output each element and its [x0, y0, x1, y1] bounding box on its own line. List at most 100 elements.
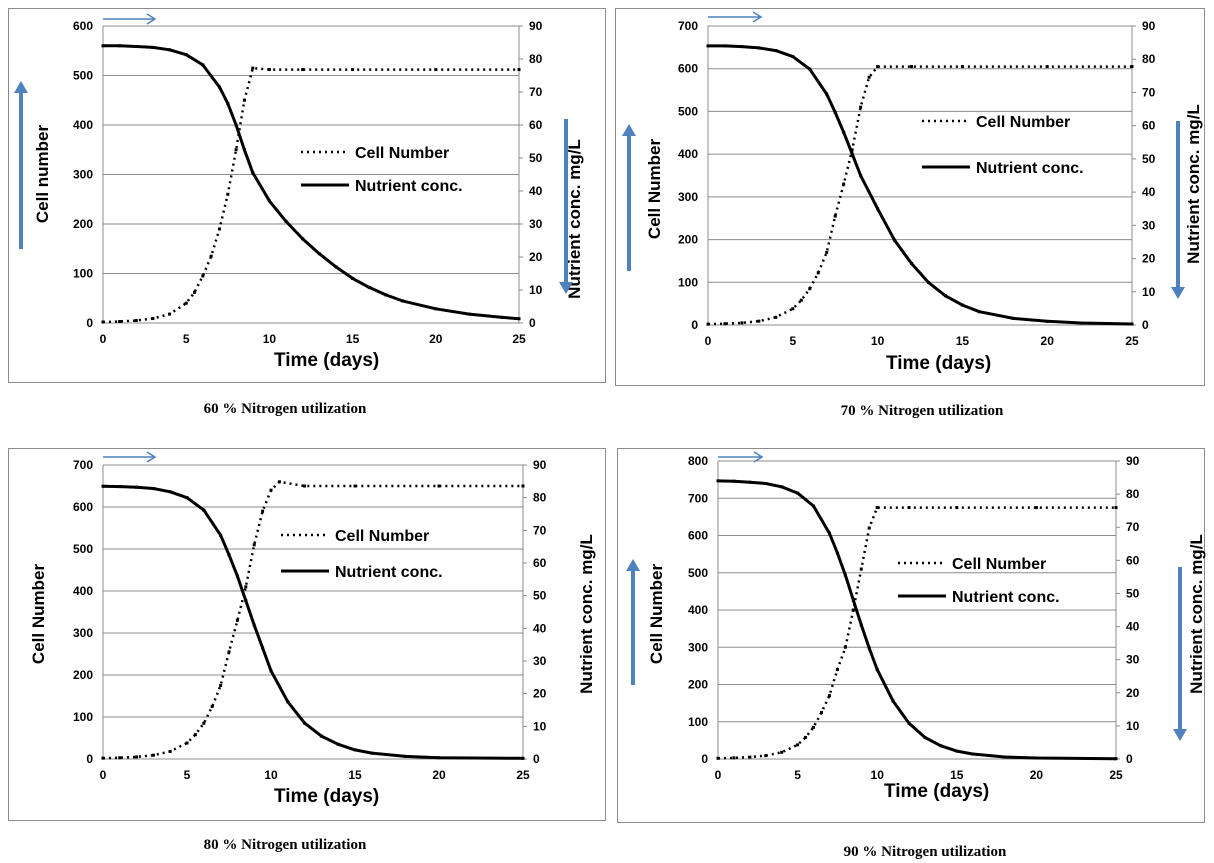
data-point-nutrient-conc	[851, 598, 855, 602]
data-point-cell-number	[816, 271, 820, 275]
legend-label-nutrient-conc: Nutrient conc.	[976, 160, 1084, 177]
data-point-nutrient-conc	[716, 479, 720, 483]
data-point-cell-number	[134, 319, 138, 323]
legend-label-nutrient-conc: Nutrient conc.	[335, 564, 443, 581]
data-point-nutrient-conc	[286, 700, 290, 704]
x-tick-label: 0	[705, 334, 712, 348]
data-point-cell-number	[351, 68, 355, 72]
data-point-cell-number	[202, 721, 206, 725]
data-point-cell-number	[716, 756, 720, 760]
x-axis-label: Time (days)	[886, 353, 991, 374]
data-point-cell-number	[799, 298, 803, 302]
data-point-nutrient-conc	[168, 48, 172, 52]
data-point-nutrient-conc	[910, 262, 914, 266]
data-point-nutrient-conc	[723, 44, 727, 48]
y-left-tick-label: 200	[688, 678, 708, 692]
data-point-cell-number	[267, 68, 271, 72]
data-point-cell-number	[210, 705, 214, 708]
y-right-tick-label: 70	[529, 85, 543, 99]
down-arrow-icon-head	[559, 282, 573, 294]
x-tick-label: 15	[950, 768, 964, 782]
chart-svg-80: 0 5 10 15 20 25010020030040050060070001020304…	[29, 451, 596, 807]
y-axis-label-right: Nutrient conc. mg/L	[1184, 104, 1203, 264]
y-right-tick-label: 60	[529, 118, 543, 132]
chart-panel-70: 0 5 10 15 20 25 0 100 200 300 400 500 600 700 0 10 20 30 4…	[615, 8, 1205, 386]
data-point-nutrient-conc	[234, 123, 238, 127]
data-point-nutrient-conc	[261, 646, 265, 650]
y-left-tick-label: 600	[678, 62, 698, 76]
data-point-nutrient-conc	[267, 199, 271, 203]
data-point-cell-number	[242, 98, 246, 102]
data-point-nutrient-conc	[1045, 319, 1049, 323]
y-right-tick-label: 60	[533, 556, 547, 570]
chart-panel-60: 0 5 10 15 20 25 0 100 200 300 400 500 600 0 10 20 30 40 50…	[8, 8, 606, 383]
data-point-nutrient-conc	[791, 55, 795, 59]
data-point-nutrient-conc	[923, 735, 927, 739]
data-point-nutrient-conc	[500, 315, 504, 319]
data-point-cell-number	[764, 754, 768, 758]
y-right-tick-label: 90	[1142, 19, 1156, 33]
data-point-cell-number	[907, 506, 911, 510]
down-arrow-icon-head	[1171, 287, 1185, 299]
data-point-nutrient-conc	[825, 92, 829, 96]
y-left-tick-label: 400	[678, 147, 698, 161]
data-point-nutrient-conc	[842, 130, 846, 134]
data-point-nutrient-conc	[101, 44, 105, 48]
data-point-cell-number	[151, 753, 155, 757]
data-point-nutrient-conc	[269, 669, 273, 673]
data-point-nutrient-conc	[384, 293, 388, 297]
data-point-nutrient-conc	[943, 294, 947, 298]
chart-caption-70: 70 % Nitrogen utilization	[840, 403, 1004, 419]
data-point-nutrient-conc	[151, 487, 155, 491]
data-point-nutrient-conc	[907, 721, 911, 725]
y-left-tick-label: 300	[73, 168, 93, 182]
data-point-nutrient-conc	[184, 53, 188, 57]
y-right-tick-label: 50	[1126, 586, 1140, 600]
data-point-cell-number	[876, 65, 880, 69]
y-left-tick-label: 200	[678, 233, 698, 247]
x-tick-label: 15	[956, 334, 970, 348]
y-left-tick-label: 600	[73, 500, 93, 514]
x-tick-label: 10	[871, 334, 885, 348]
x-tick-label: 15	[346, 332, 360, 346]
data-point-nutrient-conc	[517, 317, 521, 321]
legend-label-nutrient-conc: Nutrient conc.	[355, 178, 463, 195]
y-right-tick-label: 70	[1142, 85, 1156, 99]
data-point-nutrient-conc	[185, 496, 189, 500]
y-axis-label-left: Cell Number	[29, 564, 48, 665]
x-tick-label: 25	[516, 768, 530, 782]
data-point-cell-number	[808, 287, 812, 291]
x-tick-label: 25	[1109, 768, 1123, 782]
y-left-tick-label: 100	[73, 710, 93, 724]
y-right-tick-label: 10	[1142, 285, 1156, 299]
x-tick-label: 5	[183, 332, 190, 346]
data-point-cell-number	[101, 756, 105, 760]
chart-caption-80: 80 % Nitrogen utilization	[203, 837, 367, 853]
y-left-tick-label: 700	[678, 19, 698, 33]
y-left-tick-label: 200	[73, 217, 93, 231]
data-point-nutrient-conc	[960, 303, 964, 307]
x-tick-label: 10	[264, 768, 278, 782]
y-right-tick-label: 20	[533, 687, 547, 701]
y-left-tick-label: 0	[701, 752, 708, 766]
x-axis-label: Time (days)	[274, 786, 379, 807]
x-tick-label: 0	[100, 332, 107, 346]
x-tick-label: 20	[429, 332, 443, 346]
data-point-nutrient-conc	[812, 504, 816, 508]
data-point-nutrient-conc	[235, 574, 239, 578]
data-point-cell-number	[835, 668, 839, 672]
y-left-tick-label: 400	[73, 584, 93, 598]
data-point-cell-number	[252, 543, 256, 547]
data-point-cell-number	[244, 585, 248, 589]
data-point-cell-number	[757, 319, 761, 323]
y-right-tick-label: 70	[533, 523, 547, 537]
data-point-cell-number	[910, 65, 914, 69]
data-point-nutrient-conc	[101, 484, 105, 488]
y-right-tick-label: 80	[1142, 52, 1156, 66]
data-point-nutrient-conc	[353, 748, 357, 752]
y-left-tick-label: 500	[688, 566, 708, 580]
y-left-tick-label: 700	[73, 458, 93, 472]
data-point-nutrient-conc	[434, 307, 438, 311]
data-point-cell-number	[301, 68, 305, 72]
data-point-cell-number	[819, 710, 823, 714]
